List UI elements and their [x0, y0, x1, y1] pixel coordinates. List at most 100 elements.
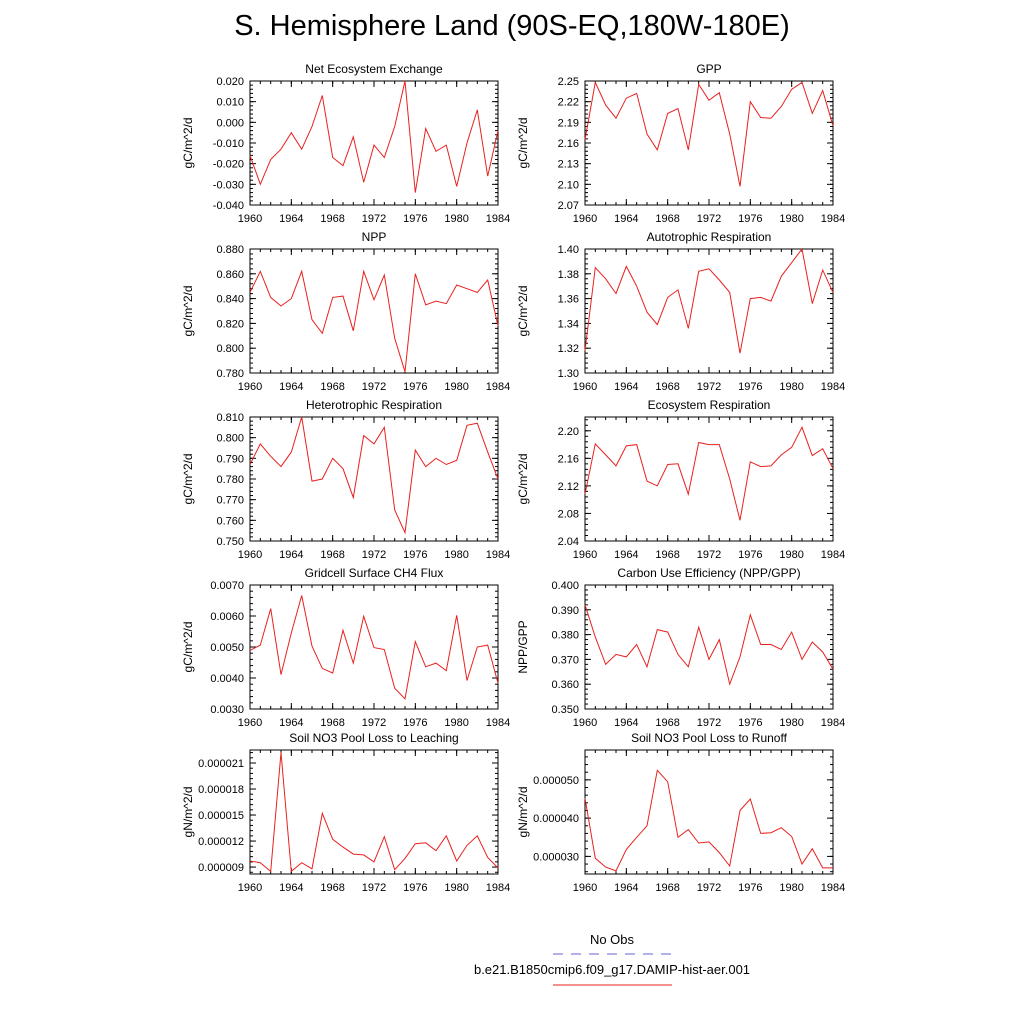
x-tick-label: 1972: [697, 549, 721, 561]
legend-case-label: b.e21.B1850cmip6.f09_g17.DAMIP-hist-aer.…: [473, 962, 751, 977]
chart-title: Autotrophic Respiration: [647, 230, 772, 244]
x-tick-label: 1960: [573, 213, 597, 225]
x-tick-label: 1980: [444, 381, 468, 393]
y-tick-label: 1.40: [558, 244, 579, 256]
chart-panel-2: GPP gC/m^2/d 2.07 2.10 2.13 2.16 2.19 2.22 2.25 1…: [516, 62, 845, 225]
x-tick-label: 1972: [697, 213, 721, 225]
x-tick-label: 1968: [655, 882, 679, 894]
plot-frame: [249, 416, 499, 542]
legend-obs-label: No Obs: [589, 932, 635, 947]
x-tick-label: 1968: [655, 549, 679, 561]
y-tick-label: 0.0060: [210, 611, 244, 623]
x-tick-label: 1960: [238, 381, 262, 393]
x-tick-label: 1980: [779, 717, 803, 729]
y-tick-label: 0.0040: [210, 673, 244, 685]
y-tick-label: 0.790: [216, 453, 244, 465]
x-tick-label: 1980: [444, 549, 468, 561]
y-tick-label: 0.0050: [210, 642, 244, 654]
chart-panel-1: Net Ecosystem Exchange gC/m^2/d -0.040 -0.0…: [181, 62, 510, 225]
series-line: [584, 769, 833, 872]
y-axis-label: gC/m^2/d: [181, 118, 195, 169]
chart-title: Net Ecosystem Exchange: [305, 62, 443, 76]
page-title: S. Hemisphere Land (90S-EQ,180W-180E): [234, 10, 790, 42]
x-tick-label: 1984: [821, 381, 845, 393]
series-line: [584, 80, 834, 187]
y-axis-label: gC/m^2/d: [181, 286, 195, 337]
y-tick-label: 0.780: [216, 368, 244, 380]
x-tick-label: 1972: [697, 381, 721, 393]
y-tick-label: 0.380: [551, 630, 579, 642]
chart-panel-5: Heterotrophic Respiration gC/m^2/d 0.750 0.…: [181, 398, 510, 561]
x-tick-label: 1984: [821, 213, 845, 225]
x-tick-label: 1980: [779, 381, 803, 393]
x-tick-label: 1980: [779, 882, 803, 894]
x-tick-label: 1964: [279, 213, 303, 225]
plot-frame: [249, 248, 499, 374]
y-axis-label: gC/m^2/d: [516, 454, 530, 505]
x-tick-label: 1972: [362, 213, 386, 225]
x-tick-label: 1964: [279, 882, 303, 894]
y-tick-label: 0.860: [216, 269, 244, 281]
x-tick-label: 1972: [697, 882, 721, 894]
x-tick-label: 1984: [486, 717, 510, 729]
chart-panel-3: NPP gC/m^2/d 0.780 0.800 0.820 0.840 0.860 0.88…: [181, 230, 510, 393]
y-tick-label: 0.000040: [533, 813, 579, 825]
y-tick-label: 2.20: [558, 426, 579, 438]
x-tick-label: 1980: [444, 882, 468, 894]
x-tick-label: 1980: [444, 213, 468, 225]
x-tick-label: 1976: [403, 717, 427, 729]
x-tick-label: 1980: [444, 717, 468, 729]
x-tick-label: 1964: [279, 381, 303, 393]
y-tick-label: 2.19: [558, 117, 579, 129]
y-tick-label: 2.16: [558, 138, 579, 150]
chart-panel-9: Soil NO3 Pool Loss to LeachinggN/m^2/d0.…: [181, 731, 510, 894]
x-tick-label: 1960: [573, 717, 597, 729]
y-tick-label: 2.10: [558, 179, 579, 191]
series-line: [249, 80, 499, 193]
y-tick-label: 0.000050: [533, 775, 579, 787]
chart-title: Ecosystem Respiration: [648, 398, 771, 412]
x-tick-label: 1964: [614, 882, 638, 894]
y-tick-label: -0.040: [213, 200, 244, 212]
x-tick-label: 1960: [238, 882, 262, 894]
y-tick-label: 0.800: [216, 433, 244, 445]
x-tick-label: 1976: [403, 882, 427, 894]
x-tick-label: 1964: [279, 549, 303, 561]
x-tick-label: 1976: [738, 549, 762, 561]
x-tick-label: 1964: [614, 213, 638, 225]
x-tick-label: 1960: [238, 549, 262, 561]
x-tick-label: 1972: [362, 549, 386, 561]
series-line: [584, 604, 834, 686]
y-tick-label: 2.08: [558, 508, 579, 520]
x-tick-label: 1976: [738, 213, 762, 225]
x-tick-label: 1976: [738, 882, 762, 894]
y-tick-label: 0.390: [551, 605, 579, 617]
x-tick-label: 1976: [403, 549, 427, 561]
chart-title: NPP: [362, 230, 387, 244]
series-line: [249, 269, 499, 372]
x-tick-label: 1984: [821, 882, 845, 894]
y-tick-label: 0.400: [551, 580, 579, 592]
series-line: [584, 247, 834, 354]
y-tick-label: 0.350: [551, 704, 579, 716]
x-tick-label: 1968: [320, 882, 344, 894]
x-tick-label: 1984: [821, 549, 845, 561]
x-tick-label: 1964: [279, 717, 303, 729]
y-axis-label: gN/m^2/d: [516, 787, 530, 838]
x-tick-label: 1960: [238, 213, 262, 225]
y-tick-label: 2.25: [558, 76, 579, 88]
x-tick-label: 1960: [573, 381, 597, 393]
y-tick-label: 0.360: [551, 679, 579, 691]
y-tick-label: 2.22: [558, 97, 579, 109]
chart-title: Soil NO3 Pool Loss to Runoff: [631, 731, 788, 745]
x-tick-label: 1972: [362, 381, 386, 393]
y-tick-label: 0.000: [216, 117, 244, 129]
y-tick-label: 0.000012: [198, 836, 244, 848]
x-tick-label: 1968: [655, 381, 679, 393]
x-tick-label: 1972: [362, 882, 386, 894]
y-tick-label: 1.34: [558, 318, 579, 330]
x-tick-label: 1984: [486, 213, 510, 225]
x-tick-label: 1976: [738, 717, 762, 729]
y-tick-label: 0.370: [551, 654, 579, 666]
y-tick-label: 0.000021: [198, 758, 244, 770]
